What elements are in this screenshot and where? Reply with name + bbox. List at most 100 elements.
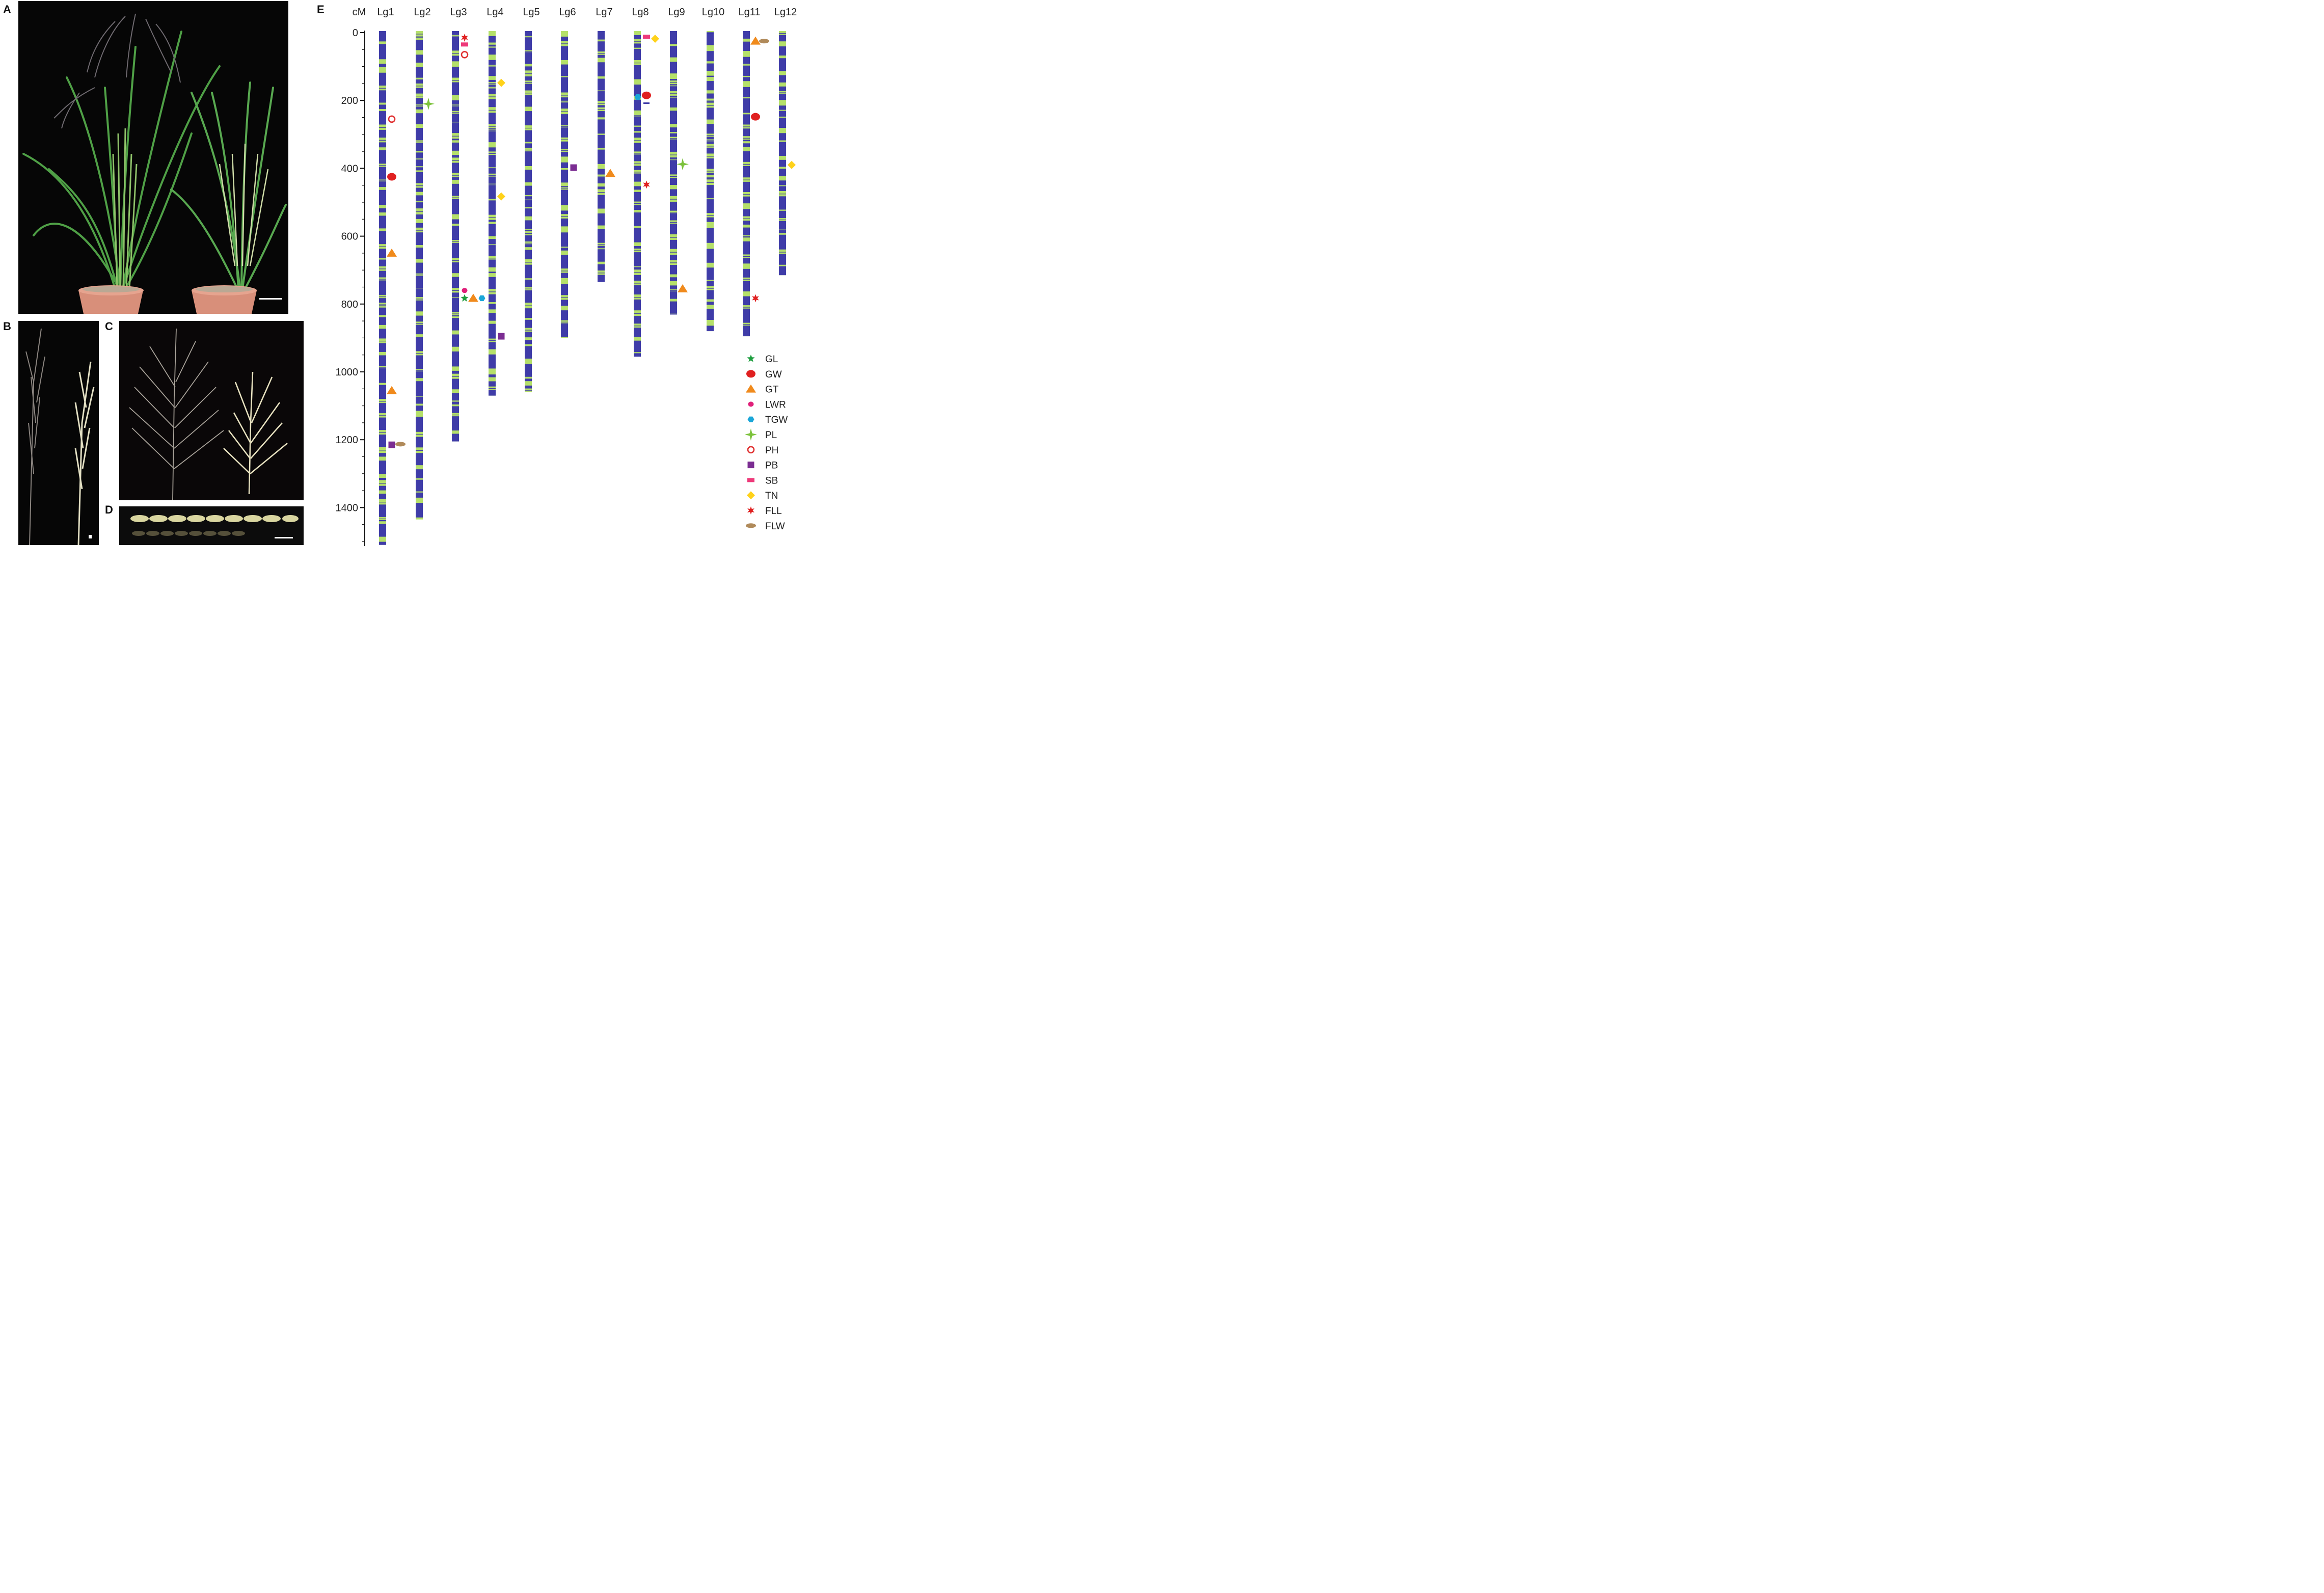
- chromosome-segment: [452, 177, 459, 180]
- linkage-group-lg4: Lg4: [487, 7, 504, 396]
- chromosome-segment: [489, 44, 496, 47]
- chromosome-segment: [489, 304, 496, 310]
- chromosome-segment: [452, 351, 459, 367]
- qtl-tn-marker: [651, 34, 659, 43]
- chromosome-segment: [416, 437, 423, 448]
- chromosome-segment: [561, 310, 568, 320]
- chromosome-segment: [634, 192, 641, 202]
- chromosome-segment: [634, 267, 641, 270]
- chromosome-segment: [452, 123, 459, 133]
- y-tick-label: 600: [341, 231, 358, 242]
- marker-stripe: [670, 252, 677, 253]
- chromosome-segment: [379, 167, 386, 180]
- chromosome-segment: [707, 141, 714, 144]
- chromosome-segment: [707, 93, 714, 99]
- chromosome-segment: [779, 58, 786, 71]
- chromosome-segment: [379, 434, 386, 447]
- chromosome-segment: [452, 226, 459, 240]
- chromosome-segment: [379, 90, 386, 103]
- chromosome-segment: [707, 158, 714, 169]
- linkage-group-label: Lg8: [632, 7, 648, 18]
- qtl-flw-marker: [759, 39, 769, 44]
- chromosome-segment: [670, 62, 677, 74]
- chromosome-segment: [416, 492, 423, 498]
- chromosome-segment: [452, 370, 459, 374]
- chromosome-segment: [634, 275, 641, 281]
- marker-stripe: [598, 192, 605, 193]
- marker-stripe: [379, 296, 386, 298]
- chromosome-segment: [489, 313, 496, 321]
- chromosome-segment: [452, 393, 459, 401]
- chromosome-segment: [561, 152, 568, 157]
- chromosome-segment: [379, 403, 386, 414]
- chromosome-segment: [416, 172, 423, 183]
- chromosome-segment: [634, 65, 641, 79]
- scale-bar: [275, 537, 293, 538]
- qtl-fll-marker: [643, 180, 650, 189]
- chromosome-segment: [379, 453, 386, 457]
- chromosome-segment: [489, 294, 496, 303]
- marker-stripe: [379, 268, 386, 269]
- chromosome-segment: [452, 36, 459, 51]
- grains-illustration: [119, 506, 304, 545]
- chromosome-segment: [525, 235, 532, 241]
- chromosome-segment: [452, 434, 459, 442]
- marker-stripe: [416, 450, 423, 451]
- chromosome-segment: [743, 227, 750, 235]
- chromosome-segment: [489, 128, 496, 130]
- chromosome-segment: [379, 385, 386, 399]
- chromosome-segment: [525, 170, 532, 182]
- marker-stripe: [670, 93, 677, 94]
- marker-stripe: [525, 390, 532, 391]
- chromosome-segment: [670, 301, 677, 314]
- chromosome-segment: [598, 105, 605, 107]
- chromosome-segment: [416, 469, 423, 478]
- chromosome-segment: [561, 232, 568, 247]
- chromosome-segment: [416, 98, 423, 105]
- marker-stripe: [379, 165, 386, 166]
- chromosome-segment: [525, 230, 532, 231]
- marker-stripe: [525, 82, 532, 83]
- legend-label: FLL: [765, 506, 782, 517]
- chromosome-segment: [489, 259, 496, 267]
- chromosome-segment: [670, 291, 677, 299]
- chromosome-segment: [779, 142, 786, 156]
- chromosome-segment: [670, 239, 677, 249]
- chromosome-segment: [670, 127, 677, 132]
- legend-item-tn: TN: [747, 491, 778, 501]
- marker-stripe: [416, 105, 423, 106]
- chromosome-segment: [452, 334, 459, 347]
- chromosome-segment: [452, 183, 459, 196]
- chromosome-segment: [525, 308, 532, 318]
- chromosome-segment: [489, 323, 496, 339]
- chromosome-segment: [561, 46, 568, 60]
- chromosome-segment: [489, 224, 496, 236]
- legend-item-gl: GL: [747, 354, 778, 365]
- legend-swatch: [747, 446, 755, 454]
- chromosome-segment: [452, 292, 459, 298]
- chromosome-segment: [525, 264, 532, 279]
- chromosome-segment: [707, 63, 714, 71]
- chromosome-segment: [489, 168, 496, 174]
- linkage-group-label: Lg4: [487, 7, 503, 18]
- chromosome-segment: [634, 132, 641, 138]
- chromosome-segment: [743, 128, 750, 137]
- chromosome-segment: [379, 308, 386, 315]
- marker-stripe: [452, 136, 459, 137]
- qtl-sb-marker: [643, 34, 650, 39]
- linkage-group-lg12: Lg12: [774, 7, 797, 276]
- panel-label-b: B: [3, 320, 11, 333]
- legend-swatch: [746, 523, 756, 528]
- chromosome-segment: [707, 173, 714, 175]
- qtl-gt-marker: [387, 248, 397, 257]
- chromosome-segment: [634, 43, 641, 48]
- linkage-group-lg3: Lg3: [450, 7, 467, 442]
- marker-stripe: [707, 135, 714, 136]
- chromosome-segment: [489, 84, 496, 87]
- marker-stripe: [489, 184, 496, 185]
- chromosome-segment: [707, 199, 714, 213]
- scale-bar: [89, 535, 92, 538]
- chromosome-segment: [379, 542, 386, 545]
- qtl-flw-marker: [395, 442, 406, 447]
- chromosome-segment: [416, 195, 423, 201]
